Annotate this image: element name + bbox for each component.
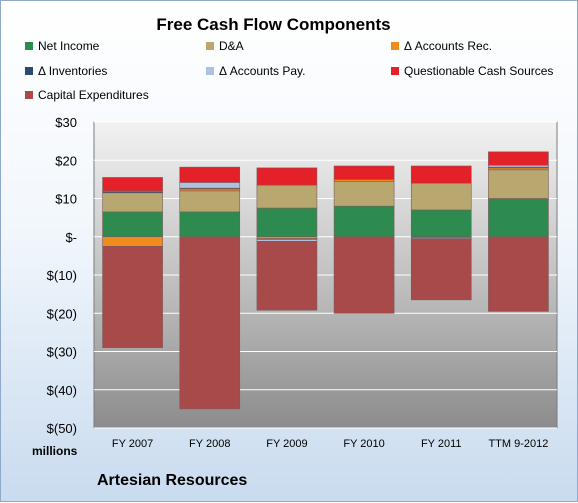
legend-swatch (391, 67, 399, 75)
bar-segment (488, 169, 549, 199)
y-tick-label: $20 (55, 153, 77, 168)
bar-segment (179, 166, 241, 183)
bar-segment (256, 207, 318, 238)
bar-segment (102, 192, 163, 213)
bar-segment (410, 238, 472, 301)
legend-label: Capital Expenditures (38, 88, 149, 102)
bar-segment (179, 190, 241, 213)
y-tick-label: $(50) (47, 421, 77, 436)
y-tick-label: $(20) (47, 306, 77, 321)
legend-item-accounts-rec: Δ Accounts Rec. (391, 39, 492, 53)
x-tick-label: FY 2007 (112, 438, 153, 450)
y-tick-label: $10 (55, 192, 77, 207)
bar-segment (102, 211, 163, 238)
legend-swatch (206, 42, 214, 50)
legend-label: Δ Accounts Pay. (219, 64, 306, 78)
bar-segment (179, 211, 241, 238)
x-tick-label: FY 2010 (343, 438, 384, 450)
legend-label: Net Income (38, 39, 100, 53)
bar-segment (410, 182, 472, 211)
legend-swatch (25, 91, 33, 99)
bar-segment (256, 184, 318, 209)
legend-swatch (206, 67, 214, 75)
legend-item-da: D&A (206, 39, 244, 53)
legend-label: Questionable Cash Sources (404, 64, 554, 78)
company-name: Artesian Resources (97, 472, 248, 489)
bar-segment (333, 165, 395, 180)
legend-item-accounts-pay: Δ Accounts Pay. (206, 64, 306, 78)
bar-segment (488, 236, 549, 312)
chart-title: Free Cash Flow Components (156, 15, 391, 34)
legend-item-questionable-cash: Questionable Cash Sources (391, 64, 553, 78)
legend-item-capex: Capital Expenditures (25, 88, 149, 102)
bar-segment (256, 241, 318, 311)
legend-label: Δ Inventories (38, 64, 108, 78)
bar-segment (488, 151, 549, 166)
x-tick-label: FY 2009 (266, 438, 307, 450)
bar-segment (333, 236, 395, 314)
bar-segment (333, 180, 395, 207)
bar-segment (410, 209, 472, 238)
legend-item-net-income: Net Income (25, 39, 99, 53)
y-tick-label: $(10) (47, 268, 77, 283)
x-tick-label: FY 2008 (189, 438, 230, 450)
y-tick-label: $(30) (47, 345, 77, 360)
bar-segment (179, 182, 241, 189)
legend-label: D&A (219, 39, 244, 53)
x-tick-label: TTM 9-2012 (488, 438, 548, 450)
bar-segment (256, 167, 318, 186)
x-tick-label: FY 2011 (421, 438, 462, 450)
legend-item-inventories: Δ Inventories (25, 64, 107, 78)
bar-segment (333, 205, 395, 238)
bar-segment (102, 236, 163, 247)
legend: Net Income D&A Δ Accounts Rec. Δ Invento… (1, 1, 578, 111)
bar-segment (410, 165, 472, 184)
y-tick-label: $(40) (47, 383, 77, 398)
legend-swatch (391, 42, 399, 50)
legend-swatch (25, 67, 33, 75)
unit-label: millions (32, 444, 78, 458)
bar-segment (179, 236, 241, 410)
legend-label: Δ Accounts Rec. (404, 39, 493, 53)
bar-segment (102, 246, 163, 348)
bar-segment (488, 198, 549, 238)
legend-swatch (25, 42, 33, 50)
y-tick-label: $- (65, 230, 77, 245)
y-tick-label: $30 (55, 115, 77, 130)
bar-segment (102, 177, 163, 192)
